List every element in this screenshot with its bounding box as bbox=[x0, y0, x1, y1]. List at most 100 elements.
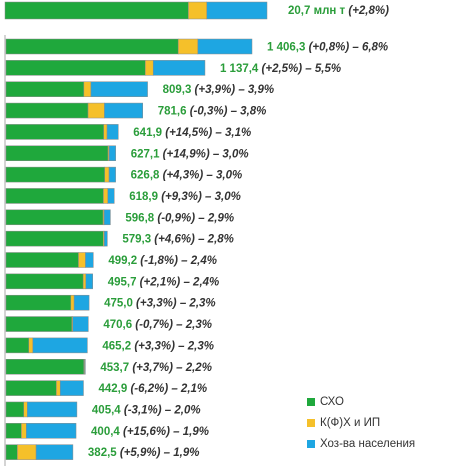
region-3-label: 809,3 (+3,9%) – 3,9% bbox=[163, 84, 275, 96]
legend-label-3: Хоз-ва населения bbox=[320, 438, 415, 450]
region-bar-17: 442,9 (-6,2%) – 2,1% bbox=[5, 380, 207, 396]
region-13-value: 475,0 bbox=[104, 298, 133, 310]
region-bar-18-households-segment bbox=[27, 401, 78, 418]
region-15-label: 465,2 (+3,3%) – 2,3% bbox=[102, 340, 214, 352]
region-14-value: 470,6 bbox=[103, 319, 132, 331]
region-bar-8-skho-segment bbox=[5, 188, 104, 204]
region-12-value: 495,7 bbox=[108, 276, 137, 288]
region-bar-5: 641,9 (+14,5%) – 3,1% bbox=[5, 124, 251, 140]
region-18-change: (-3,1%) – 2,0% bbox=[121, 404, 201, 416]
region-13-change: (+3,3%) – 2,3% bbox=[133, 298, 216, 310]
region-bar-19-skho-segment bbox=[5, 423, 22, 439]
region-14-label: 470,6 (-0,7%) – 2,3% bbox=[103, 319, 212, 331]
region-5-change: (+14,5%) – 3,1% bbox=[162, 127, 251, 139]
region-2-change: (+2,5%) – 5,5% bbox=[258, 63, 341, 75]
total-change: (+2,8%) bbox=[345, 5, 389, 17]
region-bar-7-kfh-segment bbox=[104, 166, 110, 183]
region-10-label: 579,3 (+4,6%) – 2,8% bbox=[122, 234, 234, 246]
region-bar-12-kfh-segment bbox=[82, 273, 87, 290]
region-bar-13-kfh-segment bbox=[70, 294, 75, 311]
region-bar-19-households-segment bbox=[26, 423, 77, 439]
region-9-label: 596,8 (-0,9%) – 2,9% bbox=[125, 212, 234, 224]
region-bar-13-households-segment bbox=[73, 294, 90, 311]
region-bar-14: 470,6 (-0,7%) – 2,3% bbox=[5, 316, 212, 332]
region-bar-4-households-segment bbox=[104, 102, 143, 119]
region-20-value: 382,5 bbox=[88, 447, 117, 459]
region-bar-15-kfh-segment bbox=[28, 337, 34, 354]
region-7-value: 626,8 bbox=[131, 170, 160, 182]
region-bar-10-skho-segment bbox=[5, 230, 104, 247]
region-14-change: (-0,7%) – 2,3% bbox=[132, 319, 212, 331]
region-9-value: 596,8 bbox=[125, 212, 154, 224]
region-bar-6-skho-segment bbox=[5, 145, 109, 161]
region-bar-20-kfh-segment bbox=[17, 444, 37, 460]
region-6-value: 627,1 bbox=[131, 148, 160, 160]
region-17-change: (-6,2%) – 2,1% bbox=[127, 383, 207, 395]
region-11-change: (-1,8%) – 2,4% bbox=[137, 255, 217, 267]
region-bar-5-households-segment bbox=[106, 124, 119, 140]
region-bar-11-households-segment bbox=[85, 252, 94, 268]
region-bar-15-skho-segment bbox=[5, 337, 30, 354]
region-20-label: 382,5 (+5,9%) – 1,9% bbox=[88, 447, 200, 459]
region-bar-15-households-segment bbox=[32, 337, 88, 354]
region-4-label: 781,6 (-0,3%) – 3,8% bbox=[158, 106, 267, 118]
region-bar-11-kfh-segment bbox=[78, 252, 86, 268]
region-10-value: 579,3 bbox=[122, 234, 151, 246]
legend-label-1: СХО bbox=[320, 396, 344, 408]
region-bar-8: 618,9 (+9,3%) – 3,0% bbox=[5, 188, 241, 204]
region-bar-1: 1 406,3 (+0,8%) – 6,8% bbox=[5, 38, 388, 55]
region-bar-10-households-segment bbox=[104, 230, 108, 247]
region-19-value: 400,4 bbox=[91, 426, 120, 438]
region-bar-1-households-segment bbox=[197, 38, 253, 55]
region-4-value: 781,6 bbox=[158, 106, 187, 118]
region-bar-18-kfh-segment bbox=[23, 401, 28, 418]
region-bar-13-skho-segment bbox=[5, 294, 72, 311]
total-bar-households-segment bbox=[206, 1, 268, 20]
region-bar-3-skho-segment bbox=[5, 81, 85, 97]
region-bar-12-households-segment bbox=[85, 273, 93, 290]
legend-swatch-1 bbox=[307, 398, 315, 406]
region-bar-13: 475,0 (+3,3%) – 2,3% bbox=[5, 294, 216, 311]
region-bar-6-households-segment bbox=[108, 145, 116, 161]
region-12-label: 495,7 (+2,1%) – 2,4% bbox=[108, 276, 220, 288]
region-bar-14-households-segment bbox=[72, 316, 89, 332]
region-bar-8-kfh-segment bbox=[103, 188, 109, 204]
region-2-label: 1 137,4 (+2,5%) – 5,5% bbox=[220, 63, 341, 75]
region-1-change: (+0,8%) – 6,8% bbox=[305, 42, 388, 54]
region-15-value: 465,2 bbox=[102, 340, 131, 352]
region-6-label: 627,1 (+14,9%) – 3,0% bbox=[131, 148, 249, 160]
region-bar-19: 400,4 (+15,6%) – 1,9% bbox=[5, 423, 209, 439]
region-17-value: 442,9 bbox=[98, 383, 127, 395]
region-15-change: (+3,3%) – 2,3% bbox=[131, 340, 214, 352]
region-bar-4: 781,6 (-0,3%) – 3,8% bbox=[5, 102, 267, 119]
region-bar-4-skho-segment bbox=[5, 102, 89, 119]
region-5-value: 641,9 bbox=[133, 127, 162, 139]
region-bar-17-households-segment bbox=[59, 380, 84, 396]
region-11-value: 499,2 bbox=[108, 255, 137, 267]
region-8-label: 618,9 (+9,3%) – 3,0% bbox=[129, 191, 241, 203]
region-16-change: (+3,7%) – 2,2% bbox=[129, 362, 212, 374]
region-2-value: 1 137,4 bbox=[220, 63, 259, 75]
region-bar-7: 626,8 (+4,3%) – 3,0% bbox=[5, 166, 243, 183]
region-bar-20-skho-segment bbox=[5, 444, 18, 460]
region-16-label: 453,7 (+3,7%) – 2,2% bbox=[100, 362, 212, 374]
region-8-change: (+9,3%) – 3,0% bbox=[158, 191, 241, 203]
region-1-value: 1 406,3 bbox=[267, 42, 305, 54]
region-bar-18-skho-segment bbox=[5, 401, 24, 418]
legend-swatch-2 bbox=[307, 419, 315, 427]
region-bar-5-kfh-segment bbox=[103, 124, 108, 140]
region-1-label: 1 406,3 (+0,8%) – 6,8% bbox=[267, 42, 388, 54]
legend-swatch-3 bbox=[307, 440, 315, 448]
region-bar-2-kfh-segment bbox=[145, 60, 154, 76]
region-3-change: (+3,9%) – 3,9% bbox=[191, 84, 274, 96]
region-bar-2-skho-segment bbox=[5, 60, 146, 76]
region-10-change: (+4,6%) – 2,8% bbox=[151, 234, 234, 246]
region-bar-16-skho-segment bbox=[5, 359, 85, 375]
total-bar-skho-segment bbox=[4, 1, 189, 20]
region-5-label: 641,9 (+14,5%) – 3,1% bbox=[133, 127, 251, 139]
region-bar-17-kfh-segment bbox=[56, 380, 61, 396]
region-7-label: 626,8 (+4,3%) – 3,0% bbox=[131, 170, 243, 182]
region-bar-9-skho-segment bbox=[5, 209, 104, 226]
region-bar-18: 405,4 (-3,1%) – 2,0% bbox=[5, 401, 201, 418]
